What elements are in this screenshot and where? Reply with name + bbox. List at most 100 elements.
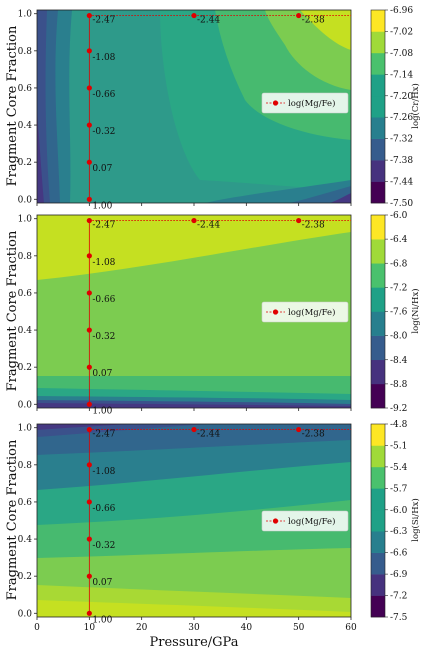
point-label-cr-v0: 1.00 — [92, 201, 112, 211]
x-tick-label-si-6: 60 — [345, 623, 357, 633]
colorbar-band-ni-5 — [371, 263, 385, 288]
x-axis-label: Pressure/GPa — [150, 635, 239, 650]
point-label-si-v3: -0.66 — [92, 504, 115, 514]
y-axis-label-ni: Fragment Core Fraction — [5, 230, 20, 391]
colorbar-band-si-4 — [371, 509, 385, 532]
colorbar-tick-label-si-6: -5.7 — [390, 484, 408, 494]
y-tick-label-ni-4: 0.8 — [18, 252, 33, 262]
y-tick-label-cr-5: 1.0 — [18, 10, 33, 20]
colorbar-tick-label-cr-5: -7.20 — [390, 92, 413, 102]
colorbar-band-ni-6 — [371, 239, 385, 264]
colorbar-tick-label-ni-6: -6.8 — [390, 259, 408, 269]
legend-marker-ni — [272, 309, 279, 315]
point-marker-cr-v3 — [86, 85, 92, 91]
y-tick-label-ni-1: 0.2 — [18, 363, 32, 373]
point-marker-cr-v0 — [86, 196, 92, 202]
colorbar-cr: -7.50 -7.44 -7.38 -7.32 -7.26 -7.20 -7.14 -7.08… — [370, 6, 413, 209]
point-label-cr-v1: 0.07 — [92, 164, 112, 174]
colorbar-tick-label-ni-2: -8.4 — [390, 356, 408, 366]
y-tick-label-cr-2: 0.4 — [18, 121, 33, 131]
series-cr: 1.00 0.07 -0.32 -0.66 -1.08 -2.47 -2.44 -2.38 — [86, 12, 351, 211]
colorbar-band-cr-7 — [371, 31, 385, 54]
colorbar-tick-label-si-4: -6.3 — [390, 527, 408, 537]
y-tick-label-si-2: 0.4 — [18, 535, 33, 545]
point-label-cr-t1: -2.44 — [197, 16, 220, 26]
colorbar-label-cr: log(Cr/Hx) — [410, 83, 421, 129]
legend-label-ni: log(Mg/Fe) — [288, 307, 335, 318]
point-label-ni-t1: -2.44 — [197, 221, 220, 231]
y-tick-label-si-3: 0.6 — [18, 498, 33, 508]
colorbar-band-si-7 — [371, 445, 385, 468]
point-label-ni-v5: -2.47 — [92, 221, 115, 231]
colorbar-band-ni-3 — [371, 311, 385, 336]
point-label-ni-v4: -1.08 — [92, 258, 115, 268]
point-marker-cr-v2 — [86, 122, 92, 128]
colorbar-ni: -9.2 -8.8 -8.4 -8.0 -7.6 -7.2 -6.8 -6.4 -6.0 — [370, 211, 408, 414]
point-marker-si-v5 — [86, 426, 92, 433]
colorbar-band-cr-6 — [371, 52, 385, 75]
colorbar-si: -7.5 -7.2 -6.9 -6.6 -6.3 -6.0 -5.7 -5.4 -5.1 -4.8 — [370, 420, 408, 623]
legend-label-cr: log(Mg/Fe) — [288, 98, 335, 109]
colorbar-tick-label-ni-8: -6.0 — [390, 211, 408, 221]
colorbar-band-si-1 — [371, 574, 385, 596]
point-marker-ni-v0 — [86, 401, 92, 407]
panel-ni: 0.0 0.2 0.4 0.6 0.8 1.0 1.00 0.07 -0.32 -0.66 -1.… — [5, 211, 421, 416]
colorbar-label-si: log(Si/Hx) — [410, 498, 421, 542]
colorbar-tick-label-si-1: -7.2 — [390, 592, 407, 602]
colorbar-tick-label-cr-4: -7.26 — [390, 113, 413, 123]
colorbar-band-si-0 — [371, 595, 385, 618]
legend-marker-cr — [272, 100, 279, 106]
colorbar-band-si-8 — [371, 424, 385, 446]
colorbar-tick-label-ni-4: -7.6 — [390, 308, 408, 318]
y-tick-label-cr-0: 0.0 — [18, 195, 33, 205]
point-marker-si-v3 — [86, 499, 92, 505]
colorbar-band-cr-8 — [371, 10, 385, 32]
legend-marker-si — [272, 518, 279, 524]
legend-label-si: log(Mg/Fe) — [288, 516, 335, 527]
colorbar-tick-label-si-8: -5.1 — [390, 441, 407, 451]
series-ni: 1.00 0.07 -0.32 -0.66 -1.08 -2.47 -2.44 -2.38 — [86, 217, 351, 416]
colorbar-band-ni-1 — [371, 359, 385, 385]
point-label-cr-v5: -2.47 — [92, 16, 115, 26]
colorbar-tick-label-ni-5: -7.2 — [390, 283, 407, 293]
point-label-si-v0: 1.00 — [92, 615, 112, 625]
x-tick-label-si-3: 30 — [188, 623, 200, 633]
point-marker-si-v2 — [86, 536, 92, 542]
point-marker-ni-v1 — [86, 364, 92, 370]
x-tick-label-si-1: 10 — [84, 623, 96, 633]
y-tick-label-cr-1: 0.2 — [18, 158, 32, 168]
colorbar-band-si-2 — [371, 552, 385, 575]
colorbar-tick-label-ni-3: -8.0 — [390, 332, 408, 342]
colorbar-label-ni: log(Ni/Hx) — [410, 288, 421, 333]
colorbar-band-cr-1 — [371, 160, 385, 182]
point-marker-si-v1 — [86, 573, 92, 579]
y-tick-label-si-1: 0.2 — [18, 572, 32, 582]
colorbar-tick-label-ni-1: -8.8 — [390, 380, 408, 390]
colorbar-tick-label-cr-3: -7.32 — [390, 135, 413, 145]
point-marker-si-t2 — [296, 426, 302, 433]
colorbar-band-cr-5 — [371, 74, 385, 97]
x-tick-label-si-5: 50 — [293, 623, 305, 633]
point-label-cr-v2: -0.32 — [92, 127, 115, 137]
point-label-si-t2: -2.38 — [302, 430, 325, 440]
colorbar-band-cr-4 — [371, 95, 385, 118]
point-label-ni-v2: -0.32 — [92, 332, 115, 342]
y-tick-label-ni-2: 0.4 — [18, 326, 33, 336]
axes-ni: 0.0 0.2 0.4 0.6 0.8 1.0 — [18, 215, 352, 411]
point-marker-ni-v4 — [86, 253, 92, 259]
colorbar-tick-label-cr-0: -7.50 — [390, 199, 413, 209]
axes-cr: 0.0 0.2 0.4 0.6 0.8 1.0 — [18, 10, 352, 206]
legend-cr: log(Mg/Fe) — [261, 92, 349, 114]
point-label-cr-v3: -0.66 — [92, 90, 115, 100]
point-marker-cr-t2 — [296, 12, 302, 19]
colorbar-band-ni-2 — [371, 335, 385, 361]
point-label-ni-t2: -2.38 — [302, 221, 325, 231]
point-label-si-v2: -0.32 — [92, 541, 115, 551]
colorbar-tick-label-si-5: -6.0 — [390, 506, 408, 516]
point-label-ni-v0: 1.00 — [92, 406, 112, 416]
point-label-si-v5: -2.47 — [92, 430, 115, 440]
colorbar-tick-label-cr-9: -6.96 — [390, 6, 413, 16]
point-marker-ni-v3 — [86, 290, 92, 296]
colorbar-band-ni-7 — [371, 215, 385, 240]
